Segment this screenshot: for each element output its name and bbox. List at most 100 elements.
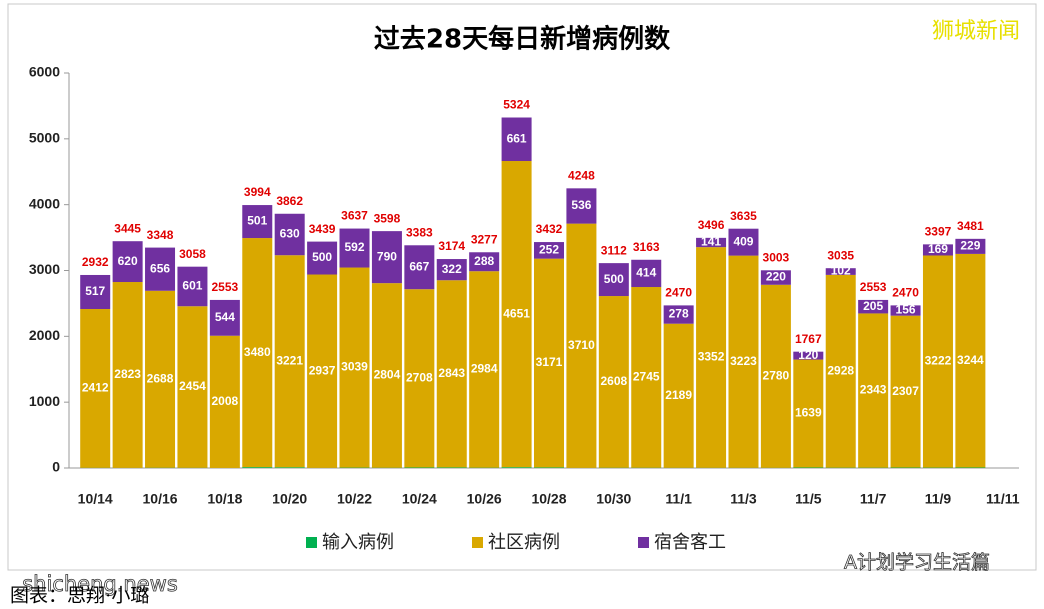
total-label: 2470 [665,286,692,300]
data-label: 252 [539,243,559,257]
data-label: 661 [507,131,527,145]
data-label: 3039 [341,360,368,374]
x-tick-label: 11/1 [665,491,692,507]
data-label: 2412 [82,381,109,395]
bar-segment [825,274,856,468]
bar-segment [598,296,629,468]
y-tick-label: 0 [52,459,60,475]
bar-segment [566,223,597,468]
x-tick-label: 11/3 [730,491,757,507]
data-label: 4651 [503,306,530,320]
bar-segment [501,117,532,162]
data-label: 500 [604,272,624,286]
bar-segment [566,188,597,224]
bar-segment [631,259,662,288]
bar-segment [793,351,824,360]
data-label: 2343 [860,383,887,397]
data-label: 2780 [763,368,790,382]
data-label: 120 [798,348,818,362]
data-label: 2804 [374,368,401,382]
data-label: 656 [150,261,170,275]
bar-segment [404,289,435,468]
bar-segment [371,283,402,468]
x-tick-label: 10/30 [596,491,631,507]
data-label: 2454 [179,379,206,393]
data-label: 620 [118,254,138,268]
x-tick-label: 11/7 [860,491,887,507]
bar-segment [793,467,824,468]
legend-swatch [472,537,483,548]
bar-segment [274,467,305,468]
bar-segment [242,238,273,468]
data-label: 278 [669,307,689,321]
bar-segment [663,305,694,324]
data-label: 2984 [471,362,498,376]
total-label: 3163 [633,240,660,254]
bar-segment [955,238,986,254]
bar-segment [858,313,889,468]
bar-segment [242,467,273,468]
total-label: 3481 [957,219,984,233]
bar-segment [112,241,143,283]
watermark: A计划学习生活篇 [844,552,990,574]
data-label: 517 [85,284,105,298]
bar-segment [922,255,953,468]
data-label: 3223 [730,354,757,368]
data-label: 2189 [665,388,692,402]
total-label: 3432 [536,222,563,236]
watermark: 狮城新闻 [932,19,1020,44]
bar-segment [760,270,791,285]
x-tick-label: 10/24 [402,491,437,507]
bar-segment [501,161,532,468]
bar-segment [469,271,500,468]
bar-segment [339,228,370,268]
data-label: 169 [928,242,948,256]
bar-segment [793,359,824,468]
bar-segment [890,305,921,316]
data-label: 630 [280,227,300,241]
total-label: 4248 [568,169,595,183]
total-label: 2553 [212,280,239,294]
x-tick-label: 11/5 [795,491,822,507]
total-label: 2932 [82,255,109,269]
bar-segment [955,253,986,468]
data-label: 409 [733,234,753,248]
watermark: shicheng.news [22,572,178,596]
bar-segment [80,274,111,310]
bar-segment [242,205,273,239]
data-label: 1639 [795,406,822,420]
data-label: 3710 [568,338,595,352]
data-label: 3221 [276,353,303,367]
data-label: 2008 [212,394,239,408]
data-label: 3171 [536,355,563,369]
bar-segment [728,255,759,468]
bar-segment [534,258,564,468]
data-label: 601 [182,279,202,293]
data-label: 501 [247,214,267,228]
bar-segment [890,315,921,468]
total-label: 3397 [925,225,952,239]
bar-segment [209,299,240,336]
x-tick-label: 10/28 [531,491,566,507]
chart-title: 过去28天每日新增病例数 [374,24,671,55]
bar-segment [404,467,435,468]
y-tick-label: 3000 [29,261,60,277]
bar-segment [534,467,564,468]
legend-label: 输入病例 [322,532,394,553]
data-label: 3352 [698,350,725,364]
data-label: 2307 [892,384,919,398]
data-label: 3244 [957,353,984,367]
bar-segment [145,247,176,291]
bar-segment [760,284,791,468]
data-label: 3480 [244,345,271,359]
data-label: 220 [766,270,786,284]
data-label: 536 [571,198,591,212]
total-label: 2470 [892,286,919,300]
data-label: 229 [960,239,980,253]
data-label: 500 [312,250,332,264]
bar-segment [436,467,467,468]
bar-segment [177,266,208,307]
data-label: 2823 [114,367,141,381]
bar-segment [922,244,953,256]
